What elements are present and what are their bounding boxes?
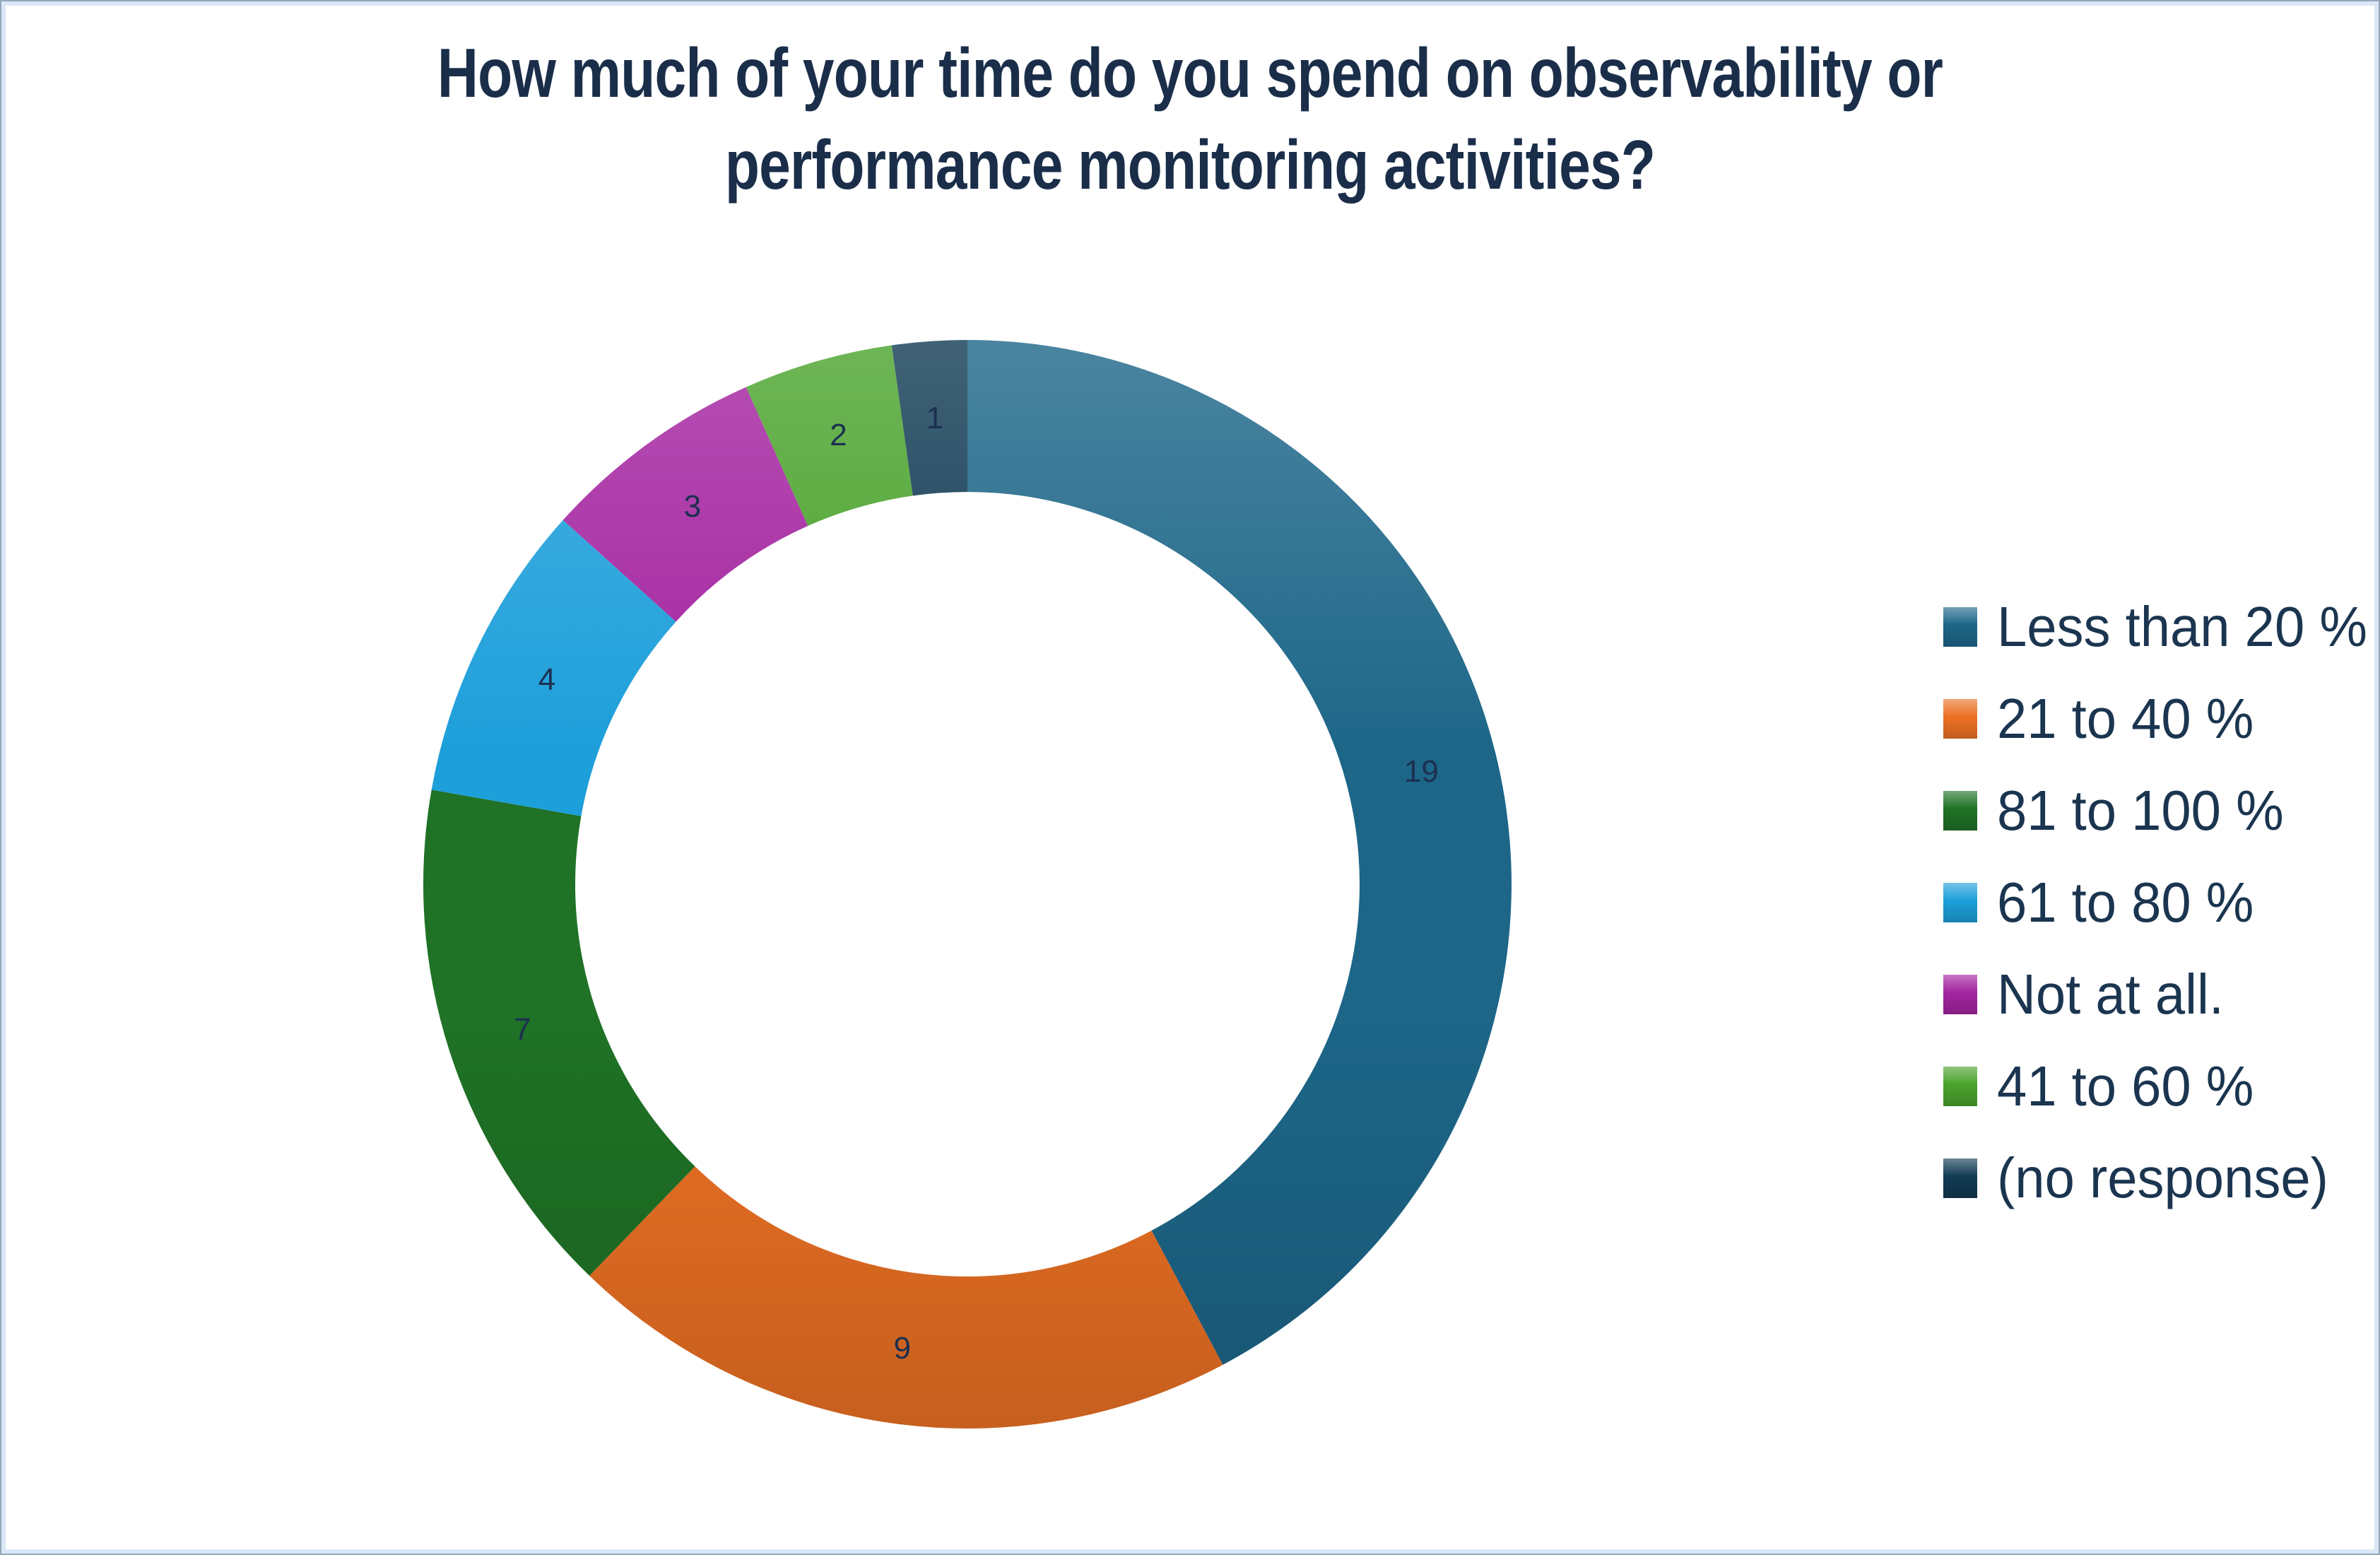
slice-value-label-4: 4: [538, 662, 555, 697]
chart-title-line-1: How much of your time do you spend on ob…: [437, 34, 1943, 112]
legend-label: 61 to 80 %: [1997, 871, 2254, 934]
legend-swatch-icon: [1943, 1067, 1977, 1106]
slice-value-label-6: 2: [830, 418, 847, 452]
slice-value-label-1: 19: [1404, 754, 1439, 789]
slice-value-label-5: 3: [684, 489, 701, 524]
legend-label: 41 to 60 %: [1997, 1055, 2254, 1117]
legend-item-7: (no response): [1943, 1132, 2379, 1224]
donut-value-labels: 19 9 7 4 3 2 1: [514, 401, 1439, 1366]
legend-swatch-icon: [1943, 791, 1977, 831]
chart-legend: Less than 20 % 21 to 40 % 81 to 100 % 61 to…: [1943, 581, 2379, 1224]
slice-value-label-2: 9: [894, 1331, 911, 1366]
chart-title: How much of your time do you spend on ob…: [1, 27, 2379, 211]
legend-label: 21 to 40 %: [1997, 687, 2254, 750]
legend-item-5: Not at all.: [1943, 949, 2379, 1040]
donut-slices: [423, 340, 1512, 1428]
legend-item-4: 61 to 80 %: [1943, 857, 2379, 949]
legend-item-2: 21 to 40 %: [1943, 673, 2379, 765]
legend-swatch-icon: [1943, 699, 1977, 739]
legend-label: (no response): [1997, 1146, 2328, 1209]
donut-slice-2: [589, 1166, 1223, 1428]
legend-swatch-icon: [1943, 975, 1977, 1014]
legend-item-3: 81 to 100 %: [1943, 765, 2379, 857]
legend-swatch-icon: [1943, 883, 1977, 922]
legend-swatch-icon: [1943, 1158, 1977, 1198]
legend-swatch-icon: [1943, 607, 1977, 647]
legend-label: 81 to 100 %: [1997, 779, 2284, 842]
slice-value-label-7: 1: [926, 401, 943, 435]
legend-label: Less than 20 %: [1997, 595, 2367, 658]
legend-label: Not at all.: [1997, 963, 2225, 1026]
donut-slice-3: [423, 790, 695, 1276]
legend-item-6: 41 to 60 %: [1943, 1040, 2379, 1132]
donut-slice-1: [967, 340, 1512, 1365]
slice-value-label-3: 7: [514, 1012, 531, 1047]
legend-item-1: Less than 20 %: [1943, 581, 2379, 673]
chart-title-line-2: performance monitoring activities?: [724, 126, 1656, 204]
